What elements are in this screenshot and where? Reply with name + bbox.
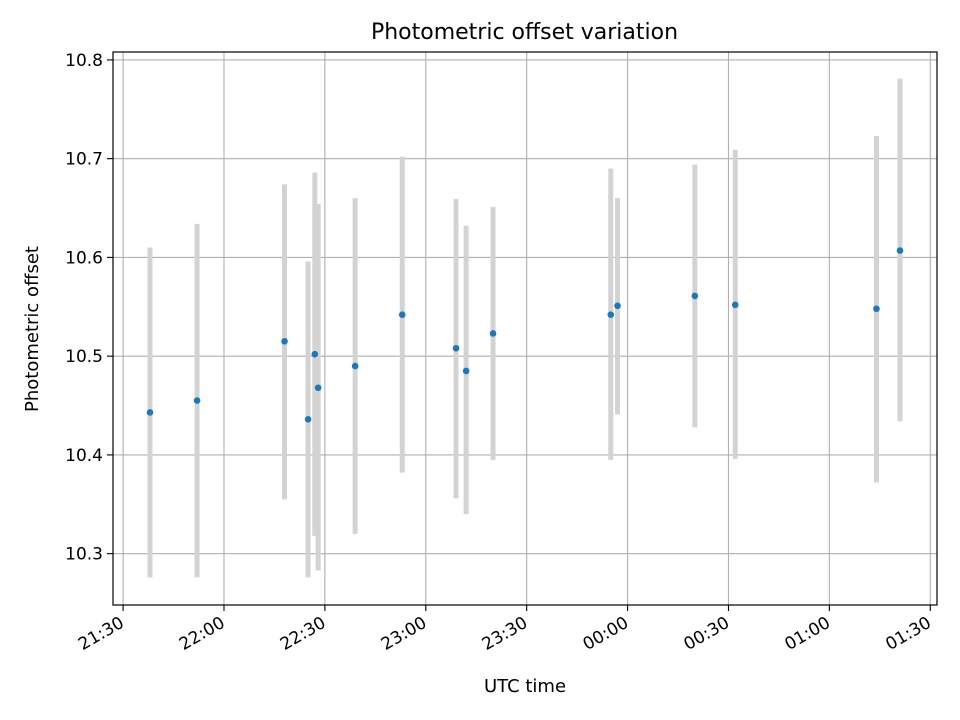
- data-point: [614, 302, 621, 310]
- data-point: [691, 292, 699, 300]
- data-point: [462, 367, 470, 375]
- y-axis-label: Photometric offset: [22, 246, 43, 412]
- data-point: [896, 247, 904, 254]
- y-tick-label: 10.4: [65, 446, 103, 466]
- data-points: [146, 247, 904, 423]
- y-tick-label: 10.7: [65, 150, 103, 170]
- data-point: [146, 409, 154, 416]
- data-point: [731, 301, 739, 309]
- chart-title: Photometric offset variation: [371, 20, 678, 45]
- x-axis-label: UTC time: [484, 676, 566, 697]
- y-tick-label: 10.6: [65, 248, 103, 268]
- data-point: [398, 311, 406, 318]
- y-tick-label: 10.8: [65, 51, 103, 71]
- y-tick-label: 10.3: [65, 545, 103, 565]
- data-point: [281, 338, 288, 345]
- plot-area-frame: [112, 51, 938, 606]
- data-point: [311, 350, 319, 358]
- y-axis-ticks: 10.3 10.4 10.5 10.6 10.7 10.8: [65, 51, 113, 565]
- data-point: [193, 397, 201, 404]
- data-point: [873, 305, 880, 313]
- data-point: [304, 416, 312, 423]
- y-tick-label: 10.5: [65, 347, 103, 367]
- data-point: [351, 362, 359, 370]
- data-point: [452, 344, 460, 352]
- grid-lines: [113, 52, 937, 605]
- data-point: [314, 384, 322, 392]
- data-point: [607, 311, 615, 318]
- data-point: [489, 330, 497, 337]
